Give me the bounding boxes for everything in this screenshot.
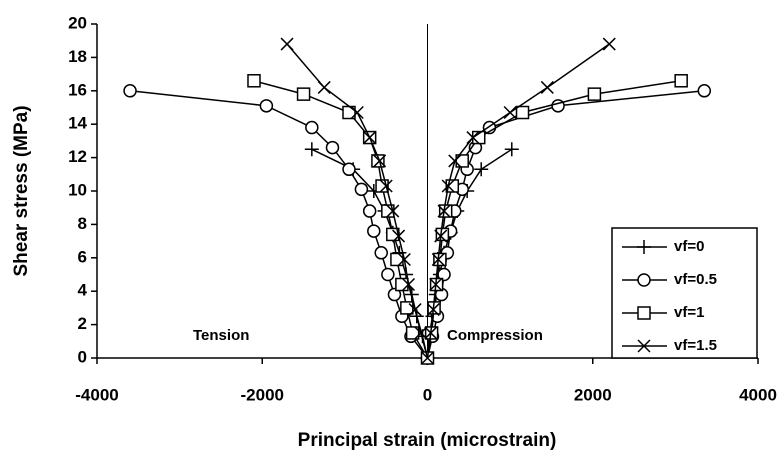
- annotation: Compression: [447, 327, 543, 344]
- marker: [455, 154, 469, 168]
- marker: [437, 204, 451, 218]
- marker: [420, 351, 435, 365]
- marker: [474, 162, 489, 177]
- marker: [317, 80, 331, 94]
- marker: [400, 301, 414, 315]
- marker: [305, 120, 319, 135]
- marker: [381, 267, 395, 282]
- marker: [374, 246, 388, 260]
- marker: [280, 37, 294, 51]
- marker: [392, 229, 406, 243]
- marker: [441, 179, 455, 193]
- y-tick-label: 10: [68, 180, 87, 199]
- y-tick-label: 20: [68, 13, 87, 32]
- y-axis-title: Shear stress (MPa): [11, 105, 32, 276]
- marker: [637, 240, 651, 254]
- marker: [431, 252, 445, 267]
- marker: [387, 287, 402, 302]
- legend-label: vf=1.5: [674, 337, 717, 354]
- y-tick-label: 14: [68, 114, 87, 133]
- marker: [354, 182, 369, 197]
- marker: [259, 99, 274, 113]
- marker: [424, 326, 438, 340]
- annotation: Tension: [193, 327, 249, 344]
- marker: [363, 131, 377, 145]
- x-tick-label: -2000: [241, 385, 284, 404]
- marker: [342, 162, 356, 177]
- y-tick-label: 2: [78, 314, 87, 333]
- y-tick-label: 8: [78, 214, 87, 233]
- marker: [433, 252, 447, 267]
- marker: [408, 303, 422, 317]
- x-tick-label: 4000: [739, 385, 777, 404]
- marker: [405, 326, 420, 340]
- x-axis-title: Principal strain (microstrain): [298, 430, 557, 451]
- marker: [395, 277, 409, 292]
- marker: [587, 87, 602, 101]
- y-tick-label: 12: [68, 147, 87, 166]
- marker: [637, 339, 651, 353]
- marker: [466, 131, 480, 145]
- marker: [401, 277, 416, 292]
- y-tick-label: 4: [78, 281, 88, 300]
- marker: [123, 84, 137, 98]
- marker: [390, 252, 404, 267]
- legend-label: vf=0.5: [674, 271, 717, 288]
- y-tick-label: 0: [78, 347, 87, 366]
- marker: [540, 80, 554, 94]
- marker: [504, 142, 519, 157]
- marker: [602, 37, 616, 51]
- y-tick-label: 6: [78, 247, 87, 266]
- marker: [637, 306, 651, 320]
- marker: [325, 140, 340, 155]
- marker: [515, 105, 530, 120]
- y-tick-label: 18: [68, 47, 87, 66]
- marker: [438, 204, 453, 218]
- marker: [697, 84, 712, 98]
- x-tick-label: -4000: [75, 385, 118, 404]
- marker: [397, 252, 411, 267]
- y-tick-label: 16: [68, 80, 87, 99]
- marker: [304, 142, 319, 157]
- marker: [350, 105, 364, 120]
- legend-box: [611, 227, 758, 359]
- marker: [379, 179, 393, 193]
- marker: [434, 229, 448, 243]
- x-tick-label: 0: [423, 385, 432, 404]
- legend-label: vf=1: [674, 304, 704, 321]
- legend-label: vf=0: [674, 238, 704, 255]
- x-tick-label: 2000: [574, 385, 612, 404]
- marker: [386, 204, 400, 218]
- marker: [448, 154, 462, 168]
- marker: [367, 224, 381, 238]
- marker: [426, 303, 440, 317]
- marker: [373, 154, 387, 168]
- marker: [429, 277, 443, 292]
- marker: [414, 326, 428, 340]
- marker: [296, 87, 311, 101]
- marker: [674, 74, 688, 88]
- marker: [247, 74, 261, 88]
- marker: [637, 273, 651, 287]
- marker: [362, 204, 377, 218]
- marker: [503, 105, 517, 120]
